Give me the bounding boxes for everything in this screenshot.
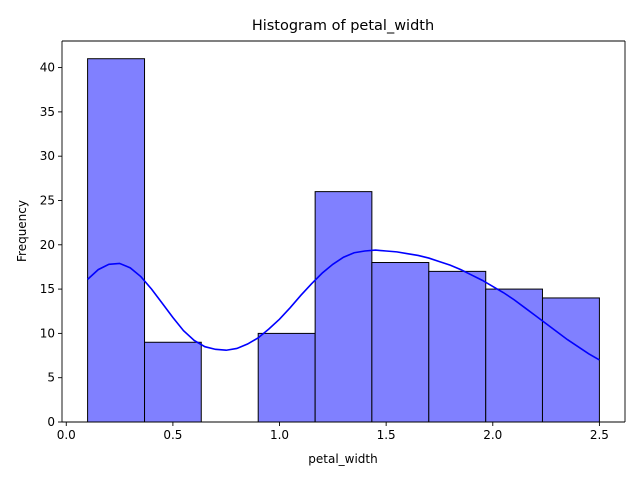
- y-tick-label: 20: [40, 238, 55, 252]
- y-axis-label: Frequency: [15, 200, 29, 262]
- x-tick-label: 1.5: [377, 428, 396, 442]
- y-tick-label: 5: [47, 371, 55, 385]
- histogram-bar: [314, 191, 373, 423]
- x-tick-label: 2.5: [590, 428, 609, 442]
- y-tick-label: 10: [40, 326, 55, 340]
- histogram-bar: [371, 262, 430, 423]
- x-ticks: 0.0 0.5 1.0 1.5 2.0 2.5: [57, 422, 609, 442]
- y-tick-label: 15: [40, 282, 55, 296]
- y-tick-label: 30: [40, 149, 55, 163]
- kde-curve: [87, 249, 600, 361]
- histogram-bar: [144, 341, 202, 423]
- axes-frame: [61, 40, 626, 423]
- bars-group: [87, 58, 600, 423]
- chart-title: Histogram of petal_width: [252, 18, 434, 34]
- y-tick-label: 40: [40, 61, 55, 75]
- x-tick-label: 0.0: [57, 428, 76, 442]
- y-tick-label: 35: [40, 105, 55, 119]
- x-tick-label: 0.5: [163, 428, 182, 442]
- histogram-bar: [485, 288, 543, 423]
- histogram-bar: [428, 270, 487, 423]
- x-axis-label: petal_width: [308, 452, 377, 466]
- x-tick-label: 1.0: [270, 428, 289, 442]
- y-tick-label: 0: [47, 415, 55, 429]
- y-tick-label: 25: [40, 193, 55, 207]
- histogram-bar: [257, 332, 316, 423]
- histogram-bar: [541, 297, 600, 423]
- x-tick-label: 2.0: [483, 428, 502, 442]
- histogram-bar: [87, 58, 146, 423]
- y-ticks: 0 5 10 15 20 25 30 35 40: [40, 61, 62, 429]
